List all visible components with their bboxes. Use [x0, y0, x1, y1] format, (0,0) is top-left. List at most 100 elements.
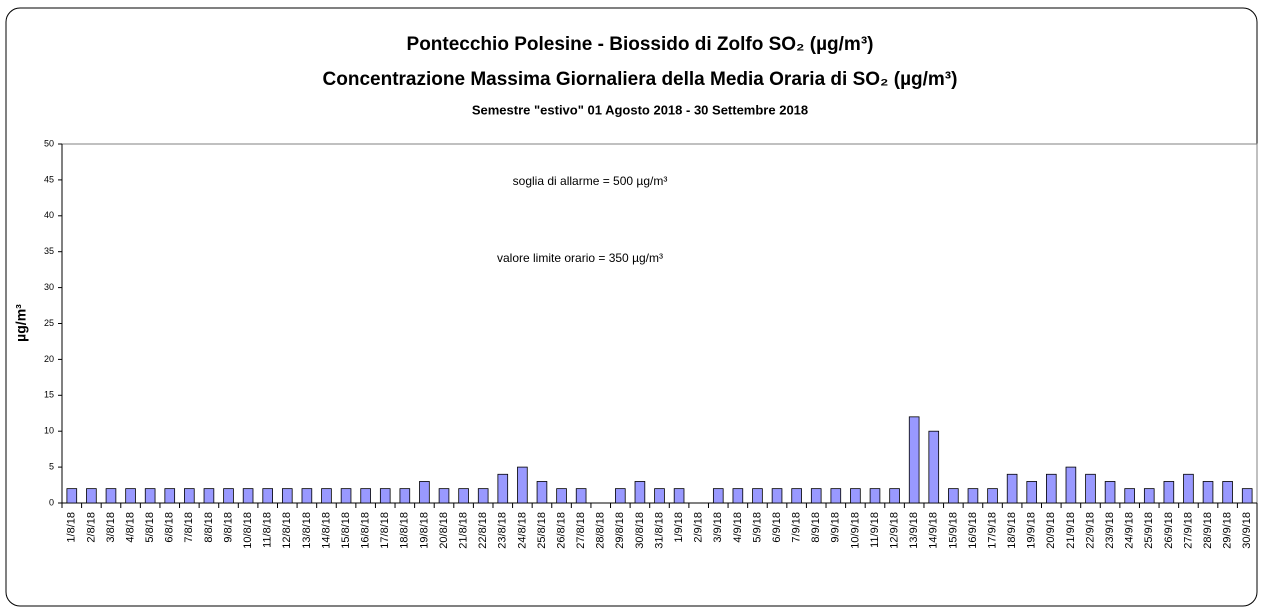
x-tick-label: 19/9/18	[1026, 512, 1038, 549]
bar	[889, 488, 900, 504]
bar	[1183, 473, 1194, 504]
x-tick-label: 5/8/18	[144, 512, 156, 543]
bar	[1006, 473, 1018, 504]
bar	[360, 488, 371, 504]
bar	[477, 488, 489, 504]
y-tick-label: 30	[44, 282, 54, 292]
x-tick-label: 9/8/18	[222, 512, 234, 543]
x-tick-label: 1/9/18	[673, 512, 685, 543]
x-tick-label: 6/8/18	[164, 512, 176, 543]
plot-area	[61, 143, 1258, 504]
x-tick-label: 15/8/18	[340, 512, 352, 549]
x-tick-label: 23/9/18	[1104, 512, 1116, 549]
bar	[1085, 473, 1096, 504]
bar	[458, 488, 469, 504]
y-tick-label: 15	[44, 390, 54, 400]
x-tick-label: 31/8/18	[653, 512, 665, 549]
x-tick-label: 2/9/18	[693, 512, 705, 543]
bar	[1065, 466, 1077, 504]
x-tick-label: 3/8/18	[105, 512, 117, 543]
x-tick-label: 2/8/18	[85, 512, 97, 543]
y-tick-label: 0	[49, 497, 54, 507]
x-tick-label: 28/9/18	[1202, 512, 1214, 549]
x-tick-label: 28/8/18	[595, 512, 607, 549]
x-tick-label: 21/9/18	[1065, 512, 1077, 549]
bar	[1104, 481, 1116, 504]
bar	[497, 473, 509, 504]
x-tick-label: 23/8/18	[497, 512, 509, 549]
x-tick-label: 25/8/18	[536, 512, 548, 549]
x-tick-label: 24/8/18	[516, 512, 528, 549]
x-tick-label: 25/9/18	[1143, 512, 1155, 549]
bar	[340, 488, 352, 504]
x-tick-label: 29/9/18	[1222, 512, 1234, 549]
x-tick-label: 11/8/18	[262, 512, 274, 548]
annotation: soglia di allarme = 500 µg/m³	[513, 174, 668, 188]
bar	[869, 488, 881, 504]
x-tick-label: 12/8/18	[281, 512, 293, 549]
bar	[1046, 473, 1057, 504]
x-tick-label: 14/9/18	[928, 512, 940, 549]
chart-period: Semestre "estivo" 01 Agosto 2018 - 30 Se…	[472, 102, 808, 117]
bar	[948, 488, 959, 504]
bar	[262, 488, 273, 504]
bar	[379, 488, 391, 504]
x-tick-label: 22/9/18	[1084, 512, 1096, 549]
y-tick-label: 45	[44, 174, 54, 184]
annotation: valore limite orario = 350 µg/m³	[497, 251, 663, 265]
x-tick-label: 16/9/18	[967, 512, 979, 549]
x-tick-label: 7/9/18	[791, 512, 803, 543]
bar	[791, 488, 802, 504]
x-tick-label: 9/9/18	[830, 512, 842, 543]
x-tick-label: 21/8/18	[458, 512, 470, 549]
bar	[771, 488, 783, 504]
x-tick-label: 18/9/18	[1006, 512, 1018, 549]
x-tick-label: 4/8/18	[124, 512, 136, 543]
y-axis-label: µg/m³	[13, 304, 29, 342]
y-tick-label: 5	[49, 461, 54, 471]
x-tick-label: 6/9/18	[771, 512, 783, 543]
x-tick-label: 5/9/18	[751, 512, 763, 543]
bar	[1241, 488, 1253, 504]
y-tick-label: 25	[44, 318, 54, 328]
bar	[712, 488, 724, 504]
x-tick-label: 26/8/18	[555, 512, 567, 549]
bar	[967, 488, 979, 504]
bar	[1202, 481, 1214, 504]
y-tick-label: 50	[44, 138, 54, 148]
x-tick-label: 24/9/18	[1124, 512, 1136, 549]
y-tick-label: 10	[44, 426, 54, 436]
x-tick-label: 13/8/18	[301, 512, 313, 549]
x-tick-label: 30/9/18	[1241, 512, 1253, 549]
bar	[301, 488, 313, 504]
x-tick-label: 20/8/18	[438, 512, 450, 549]
x-tick-label: 7/8/18	[183, 512, 195, 543]
bar	[517, 466, 528, 504]
y-tick-label: 40	[44, 210, 54, 220]
bar	[419, 481, 430, 504]
bar	[810, 488, 822, 504]
bar	[125, 488, 136, 504]
x-tick-label: 18/8/18	[399, 512, 411, 549]
bar	[536, 481, 548, 504]
x-tick-label: 27/9/18	[1182, 512, 1194, 549]
x-tick-label: 20/9/18	[1045, 512, 1057, 549]
x-tick-label: 16/8/18	[360, 512, 372, 549]
bar	[908, 416, 920, 504]
x-tick-label: 3/9/18	[712, 512, 724, 543]
bar	[830, 488, 842, 504]
bar	[615, 488, 626, 504]
bar	[438, 488, 450, 504]
x-tick-label: 22/8/18	[477, 512, 489, 549]
x-tick-label: 8/8/18	[203, 512, 215, 543]
x-tick-label: 15/9/18	[947, 512, 959, 549]
bar	[850, 488, 861, 504]
bar	[673, 488, 685, 504]
x-tick-label: 17/8/18	[379, 512, 391, 549]
bar	[66, 488, 78, 504]
bar	[321, 488, 332, 504]
bar	[242, 488, 254, 504]
bar	[1222, 481, 1233, 504]
x-tick-label: 13/9/18	[908, 512, 920, 549]
